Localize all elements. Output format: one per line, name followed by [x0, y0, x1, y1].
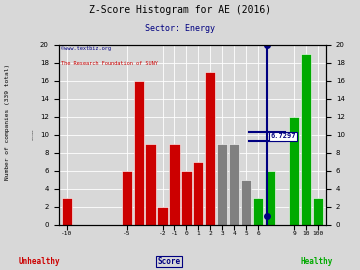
Text: ©www.textbiz.org: ©www.textbiz.org — [61, 46, 111, 51]
Text: Score: Score — [158, 257, 181, 266]
Bar — [253, 198, 263, 225]
Text: 6.7297: 6.7297 — [270, 133, 296, 140]
Bar — [122, 171, 132, 225]
Bar — [170, 144, 180, 225]
Bar — [62, 198, 72, 225]
Bar — [157, 207, 168, 225]
Bar — [301, 53, 311, 225]
Bar — [217, 144, 228, 225]
Text: Sector: Energy: Sector: Energy — [145, 24, 215, 33]
Bar — [205, 72, 215, 225]
Bar — [265, 171, 275, 225]
Bar — [145, 144, 156, 225]
Bar — [181, 171, 192, 225]
Text: The Research Foundation of SUNY: The Research Foundation of SUNY — [61, 61, 158, 66]
Text: Healthy: Healthy — [301, 257, 333, 266]
Text: Z-Score Histogram for AE (2016): Z-Score Histogram for AE (2016) — [89, 5, 271, 15]
Text: Unhealthy: Unhealthy — [19, 257, 60, 266]
Bar — [134, 80, 144, 225]
Y-axis label: Sector: Energy: Sector: Energy — [33, 129, 34, 140]
Bar — [313, 198, 323, 225]
Text: Number of companies (339 total): Number of companies (339 total) — [5, 63, 10, 180]
Bar — [193, 162, 203, 225]
Bar — [229, 144, 239, 225]
Bar — [289, 117, 299, 225]
Bar — [241, 180, 251, 225]
